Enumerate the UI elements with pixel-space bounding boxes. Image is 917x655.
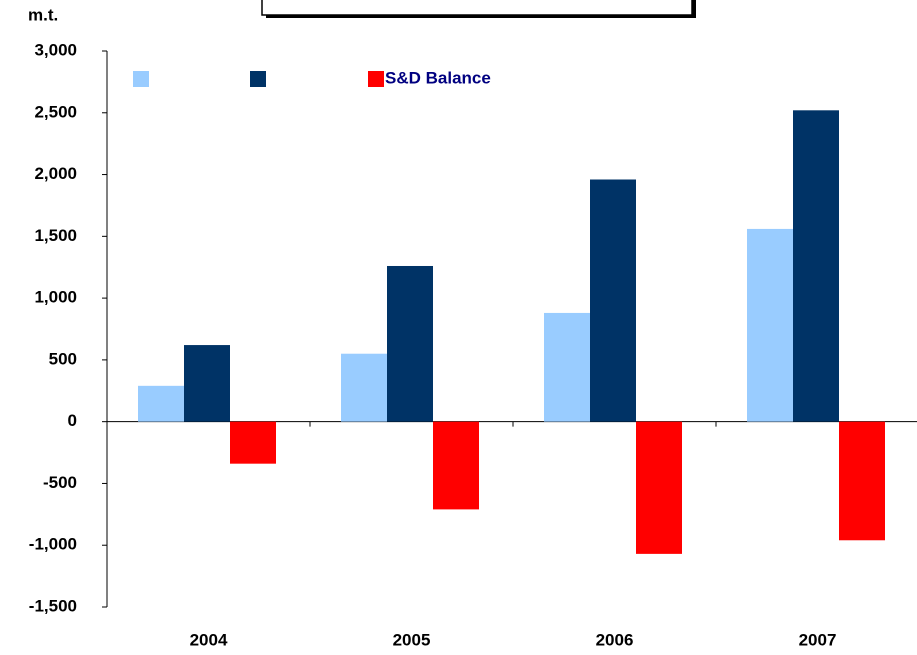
legend-label: S&D Balance	[385, 68, 491, 87]
y-tick-label: -1,500	[29, 596, 77, 615]
x-tick-label: 2005	[393, 630, 431, 649]
bar	[839, 421, 885, 541]
y-tick-label: 2,500	[34, 102, 77, 121]
y-tick-label: 500	[49, 349, 77, 368]
legend-swatch	[368, 71, 384, 87]
y-tick-label: 2,000	[34, 164, 77, 183]
bar	[138, 385, 184, 422]
y-tick-label: 0	[68, 411, 77, 430]
y-tick-label: 1,500	[34, 226, 77, 245]
y-tick-label: 1,000	[34, 288, 77, 307]
bar	[544, 312, 590, 422]
bar	[341, 353, 387, 422]
legend-swatch	[133, 71, 149, 87]
y-tick-label: -500	[43, 473, 77, 492]
bar	[387, 265, 433, 422]
bar	[793, 110, 839, 422]
x-tick-label: 2004	[190, 630, 228, 649]
y-tick-label: -1,000	[29, 535, 77, 554]
x-tick-label: 2006	[596, 630, 634, 649]
bar	[747, 228, 793, 422]
bar	[184, 345, 230, 422]
legend-swatch	[250, 71, 266, 87]
bar	[590, 179, 636, 422]
bar	[230, 421, 276, 464]
x-tick-label: 2007	[799, 630, 837, 649]
bar	[636, 421, 682, 554]
y-axis-label: m.t.	[28, 5, 58, 24]
title-box	[261, 0, 693, 16]
y-tick-label: 3,000	[34, 40, 77, 59]
bar	[433, 421, 479, 510]
